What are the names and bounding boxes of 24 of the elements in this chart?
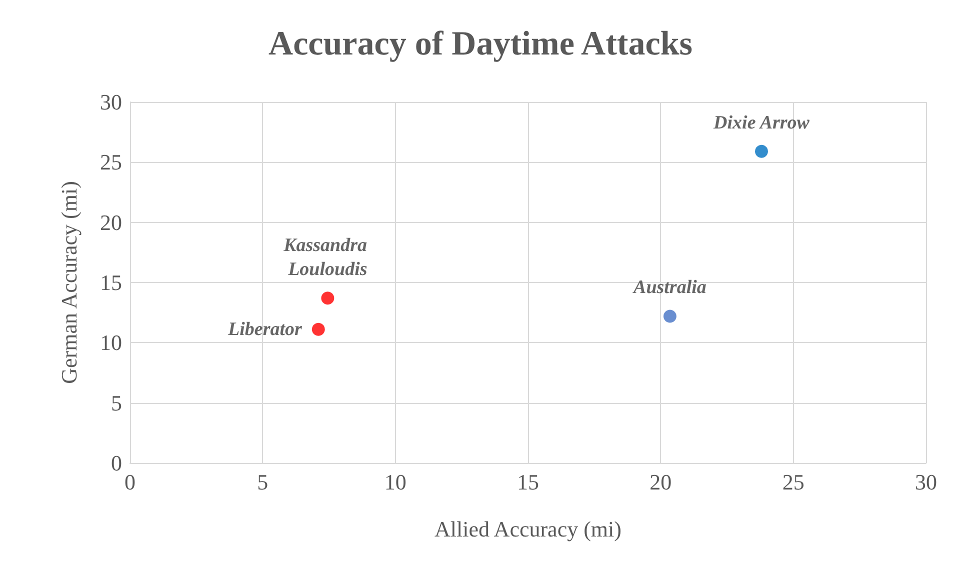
series-label: Dixie Arrow [712,112,810,134]
y-tick-label: 30 [100,90,122,114]
series-label: Kassandra Louloudis [282,235,372,280]
y-tick-label: 20 [100,210,122,235]
y-tick-label: 25 [100,150,122,175]
x-axis-title: Allied Accuracy (mi) [434,516,622,542]
y-tick-label: 0 [111,450,122,476]
y-tick-label: 15 [100,270,122,295]
x-tick-label: 20 [650,470,672,494]
point [663,310,676,323]
y-tick-label: 5 [111,390,122,416]
x-tick-label: 5 [257,470,268,494]
series-label: Australia [632,277,707,298]
series-label: Liberator [226,318,302,340]
x-tick-label: 25 [782,470,804,494]
point [321,292,334,305]
x-tick-label: 30 [915,470,937,494]
point [755,144,768,158]
y-tick-label: 10 [100,330,122,356]
x-tick-label: 10 [384,470,406,494]
point [312,322,325,336]
x-tick-label: 15 [517,470,539,494]
chart-title: Accuracy of Daytime Attacks [268,26,692,62]
y-axis-title: German Accuracy (mi) [56,181,82,384]
